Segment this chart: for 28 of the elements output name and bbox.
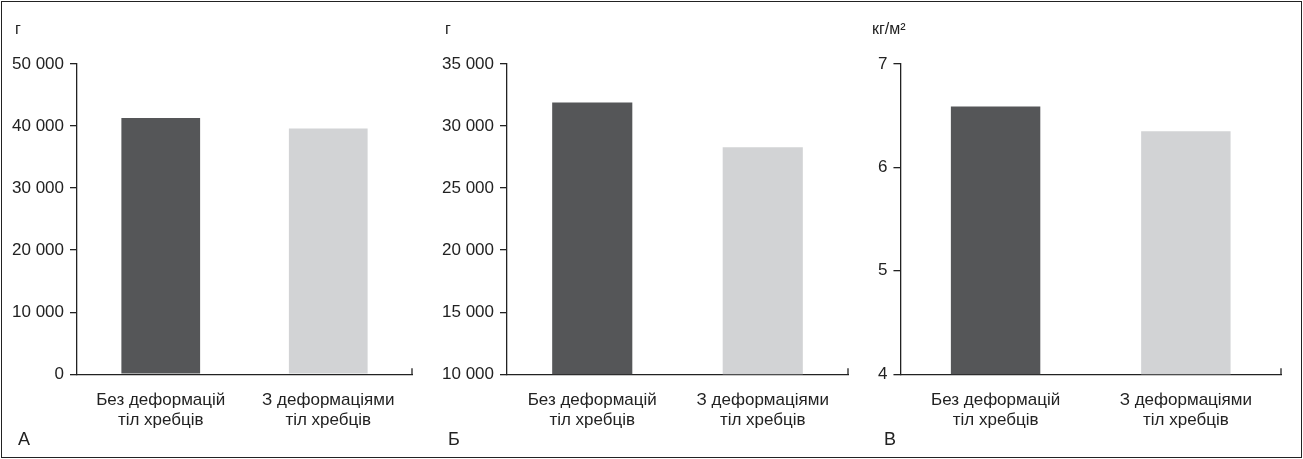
text: А bbox=[18, 428, 31, 449]
y-tick-label: 20 000 bbox=[442, 239, 494, 259]
y-tick-label: 35 000 bbox=[442, 53, 494, 73]
y-axis-title: г bbox=[15, 20, 21, 37]
y-tick-label: 30 000 bbox=[442, 115, 494, 135]
text: В bbox=[884, 428, 897, 449]
x-tick-label: Без деформацій тіл хребців bbox=[96, 390, 226, 430]
y-tick-label: 20 000 bbox=[12, 239, 64, 259]
y-tick-label: 30 000 bbox=[12, 177, 64, 197]
x-tick-label: З деформаціями тіл хребців bbox=[262, 390, 395, 430]
x-tick-label: З деформаціями тіл хребців bbox=[1119, 390, 1253, 430]
y-axis-title: кг/м² bbox=[872, 20, 907, 37]
y-tick-label: 0 bbox=[54, 363, 64, 383]
y-tick-label: 15 000 bbox=[442, 301, 494, 321]
y-tick-label: 10 000 bbox=[442, 363, 494, 383]
x-tick-label: З деформаціями тіл хребців bbox=[696, 390, 829, 430]
y-tick-label: 50 000 bbox=[12, 53, 64, 73]
y-tick-label: 4 bbox=[877, 363, 888, 383]
x-tick-label: Без деформацій тіл хребців bbox=[527, 390, 657, 430]
y-axis-title: г bbox=[445, 20, 451, 37]
y-tick-label: 5 bbox=[877, 260, 888, 280]
text: Б bbox=[448, 428, 460, 449]
y-tick-label: 40 000 bbox=[12, 115, 64, 135]
y-tick-label: 7 bbox=[877, 53, 888, 73]
y-tick-label: 6 bbox=[877, 157, 888, 177]
x-tick-label: Без деформацій тіл хребців bbox=[931, 390, 1061, 430]
y-tick-label: 10 000 bbox=[12, 301, 64, 321]
y-tick-label: 25 000 bbox=[442, 177, 494, 197]
